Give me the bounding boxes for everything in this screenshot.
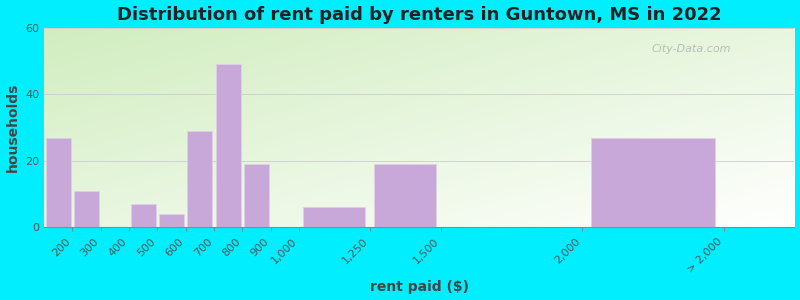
X-axis label: rent paid ($): rent paid ($) — [370, 280, 469, 294]
Bar — [46, 138, 70, 227]
Bar — [74, 191, 99, 227]
Bar — [244, 164, 269, 227]
Title: Distribution of rent paid by renters in Guntown, MS in 2022: Distribution of rent paid by renters in … — [117, 6, 722, 24]
Bar — [130, 204, 156, 227]
Bar — [216, 64, 241, 227]
Bar — [187, 131, 212, 227]
Y-axis label: households: households — [6, 83, 19, 172]
Text: City-Data.com: City-Data.com — [652, 44, 731, 54]
Bar — [159, 214, 184, 227]
Bar — [374, 164, 436, 227]
Bar — [303, 208, 366, 227]
Bar — [590, 138, 715, 227]
